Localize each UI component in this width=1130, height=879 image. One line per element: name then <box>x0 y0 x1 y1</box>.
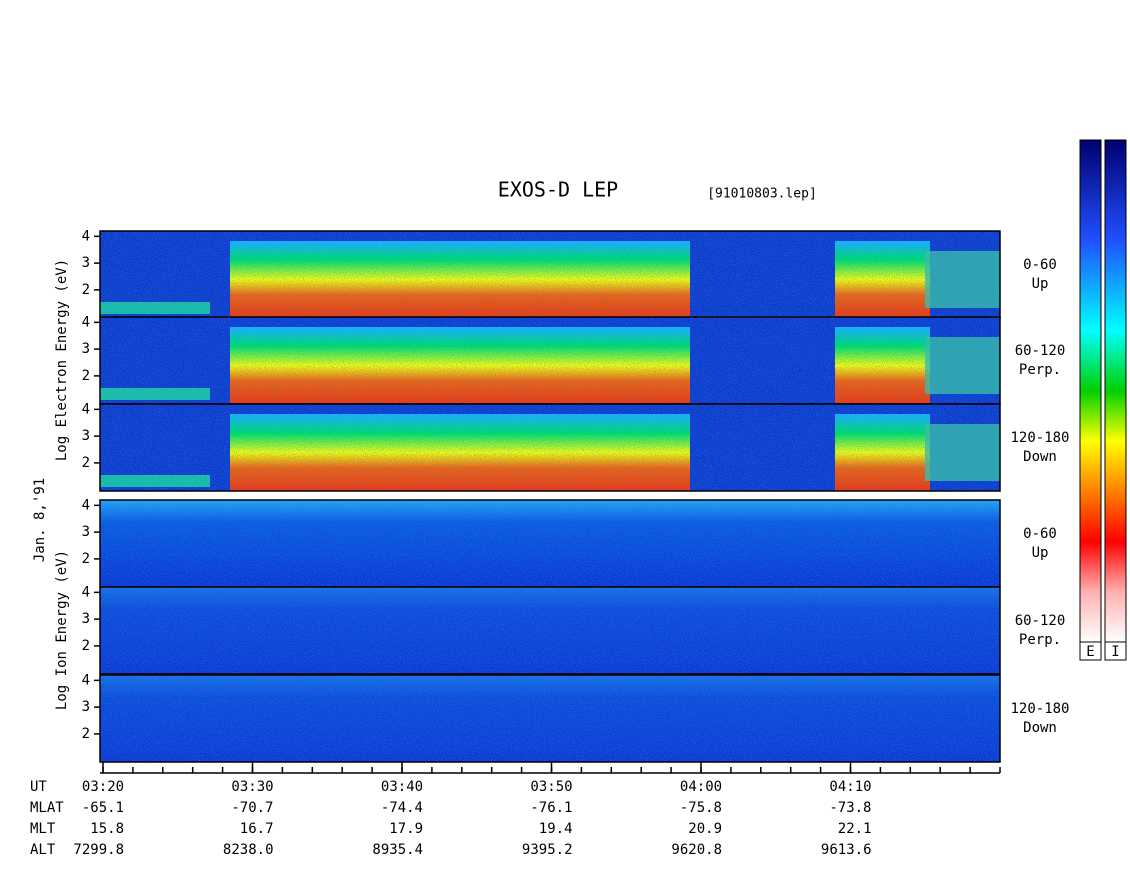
panel-label: Perp. <box>1019 632 1061 648</box>
colorbar <box>1104 139 1127 643</box>
ephemeris-value: 7299.8 <box>73 842 124 858</box>
panel-label: 0-60 <box>1023 526 1057 542</box>
ephemeris-value: -65.1 <box>82 800 124 816</box>
ephemeris-value: 9620.8 <box>671 842 722 858</box>
noise <box>100 317 1000 404</box>
panel-frame <box>99 586 1001 675</box>
y-tick-label: 4 <box>82 497 90 513</box>
ephemeris-value: 20.9 <box>688 821 722 837</box>
time-axis: UT 03:20 03:30 03:40 03:50 04:00 04:10 MLAT -65.… <box>30 762 1001 858</box>
x-tick-label: 03:30 <box>231 779 273 795</box>
ion-axis-label: Log Ion Energy (eV) <box>54 550 70 710</box>
colorbar <box>1079 139 1102 643</box>
y-tick-label: 4 <box>82 672 90 688</box>
panel-frame <box>99 403 1001 492</box>
spectrograms: 2 3 4 0-60 Up 2 3 4 60-120 Perp. 2 3 4 120-180 Down 2 3 4… <box>82 228 1070 763</box>
panel-frame <box>99 674 1001 763</box>
x-tick-label: 04:00 <box>680 779 722 795</box>
y-tick-label: 2 <box>82 455 90 471</box>
y-tick-label: 3 <box>82 699 90 715</box>
ephemeris-value: 16.7 <box>240 821 274 837</box>
y-tick-label: 2 <box>82 368 90 384</box>
y-tick-label: 3 <box>82 524 90 540</box>
x-tick-label: 03:40 <box>381 779 423 795</box>
ephemeris-value: -76.1 <box>530 800 572 816</box>
y-tick-label: 3 <box>82 341 90 357</box>
panel-label: Perp. <box>1019 362 1061 378</box>
date-label: Jan. 8,'91 <box>32 478 48 562</box>
x-tick-label: 04:10 <box>829 779 871 795</box>
y-tick-label: 2 <box>82 726 90 742</box>
noise <box>100 675 1000 762</box>
panel-label: 120-180 <box>1010 701 1069 717</box>
y-tick-label: 3 <box>82 428 90 444</box>
ephemeris-value: -75.8 <box>680 800 722 816</box>
ephemeris-value: -70.7 <box>231 800 273 816</box>
x-tick-label: 03:50 <box>530 779 572 795</box>
noise <box>100 587 1000 674</box>
ephemeris-value: 19.4 <box>539 821 573 837</box>
ephemeris-value: 22.1 <box>838 821 872 837</box>
ephemeris-value: 9613.6 <box>821 842 872 858</box>
ephemeris-label: MLT <box>30 821 56 837</box>
y-tick-label: 4 <box>82 314 90 330</box>
panel-label: Up <box>1032 545 1049 561</box>
axis-row-label: UT <box>30 779 47 795</box>
panel-label: 0-60 <box>1023 257 1057 273</box>
y-tick-label: 2 <box>82 282 90 298</box>
ephemeris-value: 8935.4 <box>372 842 423 858</box>
panel-label: Down <box>1023 449 1057 465</box>
y-tick-label: 2 <box>82 638 90 654</box>
title: EXOS-D LEP <box>498 178 618 202</box>
ephemeris-label: MLAT <box>30 800 64 816</box>
y-tick-label: 4 <box>82 401 90 417</box>
ephemeris-value: 9395.2 <box>522 842 573 858</box>
ephemeris-value: 17.9 <box>389 821 423 837</box>
panel-label: Down <box>1023 720 1057 736</box>
ephemeris-label: ALT <box>30 842 56 858</box>
y-tick-label: 4 <box>82 228 90 244</box>
y-tick-label: 3 <box>82 255 90 271</box>
panel-label: 60-120 <box>1015 343 1066 359</box>
panel-label: 120-180 <box>1010 430 1069 446</box>
ephemeris-value: -73.8 <box>829 800 871 816</box>
colorbar-label: I <box>1111 644 1119 660</box>
electron-axis-label: Log Electron Energy (eV) <box>54 259 70 461</box>
x-tick-label: 03:20 <box>82 779 124 795</box>
y-tick-label: 3 <box>82 611 90 627</box>
noise <box>100 404 1000 491</box>
ephemeris-value: -74.4 <box>381 800 423 816</box>
noise <box>100 231 1000 318</box>
colorbar-label-box <box>1079 641 1102 661</box>
noise <box>100 500 1000 587</box>
colorbar-label: E <box>1086 644 1094 660</box>
ephemeris-value: 15.8 <box>90 821 124 837</box>
y-tick-label: 2 <box>82 551 90 567</box>
file-name: [91010803.lep] <box>707 187 817 202</box>
panel-label: Up <box>1032 276 1049 292</box>
colorbar-label-box <box>1104 641 1127 661</box>
ephemeris-value: 8238.0 <box>223 842 274 858</box>
y-tick-label: 4 <box>82 584 90 600</box>
panel-label: 60-120 <box>1015 613 1066 629</box>
